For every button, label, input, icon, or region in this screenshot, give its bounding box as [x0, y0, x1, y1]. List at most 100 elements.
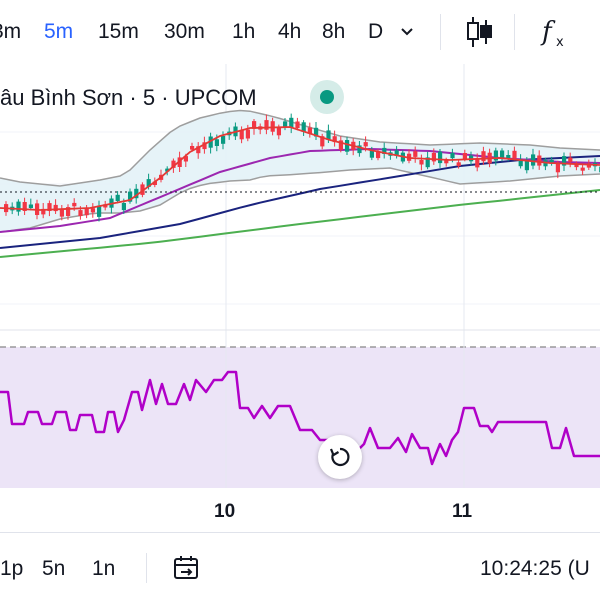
timeframe-button-3m[interactable]: 3m — [0, 20, 22, 43]
candle-down — [239, 129, 244, 140]
svg-text:f: f — [540, 17, 556, 47]
range-button-1n[interactable]: 1n — [92, 557, 116, 580]
candle-down — [59, 209, 64, 217]
candle-down — [580, 167, 585, 171]
exchange-label: UPCOM — [174, 85, 257, 110]
ma-red-line — [0, 126, 600, 211]
candle-down — [152, 181, 157, 185]
timeframe-button-15m[interactable]: 15m — [98, 20, 139, 43]
candle-up — [450, 152, 455, 159]
candle-up — [524, 160, 529, 171]
range-button-5n[interactable]: 5n — [42, 557, 66, 580]
chart-type-button[interactable] — [464, 14, 496, 55]
candle-down — [41, 208, 46, 215]
legend-separator: · — [129, 85, 137, 110]
timeframe-button-5m[interactable]: 5m — [44, 20, 74, 43]
candle-down — [270, 121, 275, 132]
candle-down — [338, 140, 343, 150]
candle-up — [549, 159, 554, 164]
timeframe-button-30m[interactable]: 30m — [164, 20, 205, 43]
candle-up — [500, 150, 505, 158]
candle-down — [444, 160, 449, 164]
ma-navy-line — [0, 155, 600, 249]
candle-down — [22, 202, 27, 211]
candle-up — [121, 203, 126, 211]
date-range-button[interactable] — [172, 553, 202, 588]
candle-up — [562, 156, 567, 166]
timeframe-button-4h[interactable]: 4h — [278, 20, 302, 43]
candle-down — [47, 203, 52, 211]
symbol-name: âu Bình Sơn — [0, 85, 124, 110]
candle-up — [394, 150, 399, 156]
candle-down — [72, 202, 77, 207]
candle-down — [537, 155, 542, 166]
indicators-button[interactable]: f x — [540, 14, 572, 55]
candle-up — [345, 140, 350, 152]
candle-up — [128, 191, 133, 202]
oscillator-pane — [0, 347, 600, 488]
bollinger-upper-line — [0, 109, 600, 187]
candle-up — [357, 145, 362, 154]
candlestick-icon — [467, 17, 492, 47]
candle-down — [53, 204, 58, 212]
candle-down — [574, 164, 579, 168]
candle-down — [512, 150, 517, 159]
candle-up — [28, 204, 33, 208]
candle-down — [171, 160, 176, 168]
timeframe-button-8h[interactable]: 8h — [322, 20, 346, 43]
timeframe-button-1h[interactable]: 1h — [232, 20, 256, 43]
oscillator-line — [0, 370, 600, 466]
candle-down — [190, 146, 195, 150]
candle-down — [456, 162, 461, 167]
svg-text:x: x — [556, 35, 564, 50]
candle-down — [307, 127, 312, 134]
candle-up — [382, 147, 387, 154]
candle-up — [438, 151, 443, 164]
candle-up — [314, 127, 319, 137]
candle-down — [568, 157, 573, 162]
candle-down — [332, 136, 337, 143]
candle-up — [531, 154, 536, 166]
legend-separator: · — [161, 85, 169, 110]
candle-down — [462, 153, 467, 159]
timeframe-button-d[interactable]: D — [368, 20, 384, 43]
candle-down — [586, 163, 591, 168]
candle-down — [177, 157, 182, 167]
candle-up — [518, 159, 523, 167]
bottom-divider — [146, 553, 147, 583]
candle-up — [214, 139, 219, 146]
candle-up — [165, 168, 170, 172]
timeframe-dropdown-button[interactable] — [398, 18, 416, 46]
candle-down — [66, 207, 71, 216]
candle-down — [419, 160, 424, 165]
status-dot-icon[interactable] — [310, 80, 344, 114]
clock-timezone[interactable]: 10:24:25 (U — [480, 557, 590, 580]
candle-up — [301, 122, 306, 132]
candle-up — [506, 155, 511, 158]
symbol-legend[interactable]: âu Bình Sơn · 5 · UPCOM — [0, 84, 257, 112]
candle-up — [221, 135, 226, 144]
candle-down — [376, 152, 381, 159]
toolbar-divider — [514, 14, 515, 50]
range-button-1p[interactable]: 1p — [0, 557, 24, 580]
candle-down — [245, 129, 250, 139]
x-axis-label: 11 — [452, 501, 473, 522]
chart-canvas[interactable] — [0, 64, 600, 532]
ma-green-line — [0, 189, 600, 258]
candle-down — [481, 151, 486, 162]
candle-down — [264, 120, 269, 130]
candle-down — [320, 136, 325, 147]
candle-down — [196, 146, 201, 154]
candle-down — [84, 208, 89, 216]
candle-down — [103, 204, 108, 208]
candle-down — [140, 184, 145, 195]
candle-down — [413, 151, 418, 157]
candle-up — [97, 205, 102, 217]
candle-up — [425, 157, 430, 168]
reset-icon — [329, 447, 350, 467]
toolbar-divider — [440, 14, 441, 50]
candle-down — [276, 127, 281, 136]
candle-up — [16, 201, 21, 212]
candle-up — [208, 136, 213, 148]
reset-chart-button[interactable] — [318, 435, 362, 479]
